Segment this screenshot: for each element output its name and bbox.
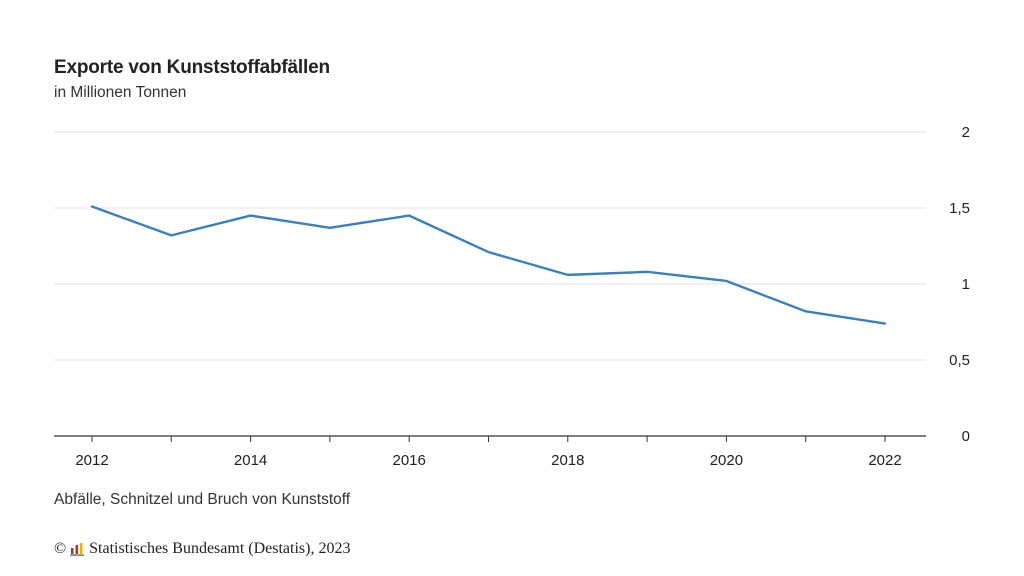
chart-subtitle: in Millionen Tonnen (54, 84, 187, 101)
y-tick-label: 1,5 (949, 200, 970, 217)
y-tick-label: 0,5 (949, 352, 970, 369)
y-tick-label: 2 (962, 124, 970, 141)
y-tick-label: 1 (962, 276, 970, 293)
line-chart: 0 0,5 1 1,5 2 2012 2014 2016 2018 2020 2022 (54, 124, 970, 469)
source-credit: © Statistisches Bundesamt (Destatis), 20… (54, 540, 350, 558)
source-text: Statistisches Bundesamt (Destatis), 2023 (89, 540, 351, 557)
x-tick-label: 2012 (75, 452, 108, 469)
grid-lines (54, 131, 926, 361)
y-tick-label: 0 (962, 428, 970, 445)
x-tick-label: 2016 (393, 452, 426, 469)
y-axis-labels: 0 0,5 1 1,5 2 (949, 124, 970, 445)
chart-title: Exporte von Kunststoffabfällen (54, 57, 330, 78)
x-tick-label: 2018 (551, 452, 584, 469)
series-layer (90, 205, 887, 325)
x-axis-labels: 2012 2014 2016 2018 2020 2022 (75, 452, 901, 469)
x-tick-label: 2020 (710, 452, 743, 469)
x-axis (54, 435, 926, 442)
copyright-symbol: © (54, 540, 67, 557)
x-tick-label: 2014 (234, 452, 267, 469)
x-tick-label: 2022 (868, 452, 901, 469)
chart-note: Abfälle, Schnitzel und Bruch von Kunstst… (54, 491, 351, 508)
destatis-logo-icon (70, 542, 85, 556)
series-line (90, 205, 887, 325)
